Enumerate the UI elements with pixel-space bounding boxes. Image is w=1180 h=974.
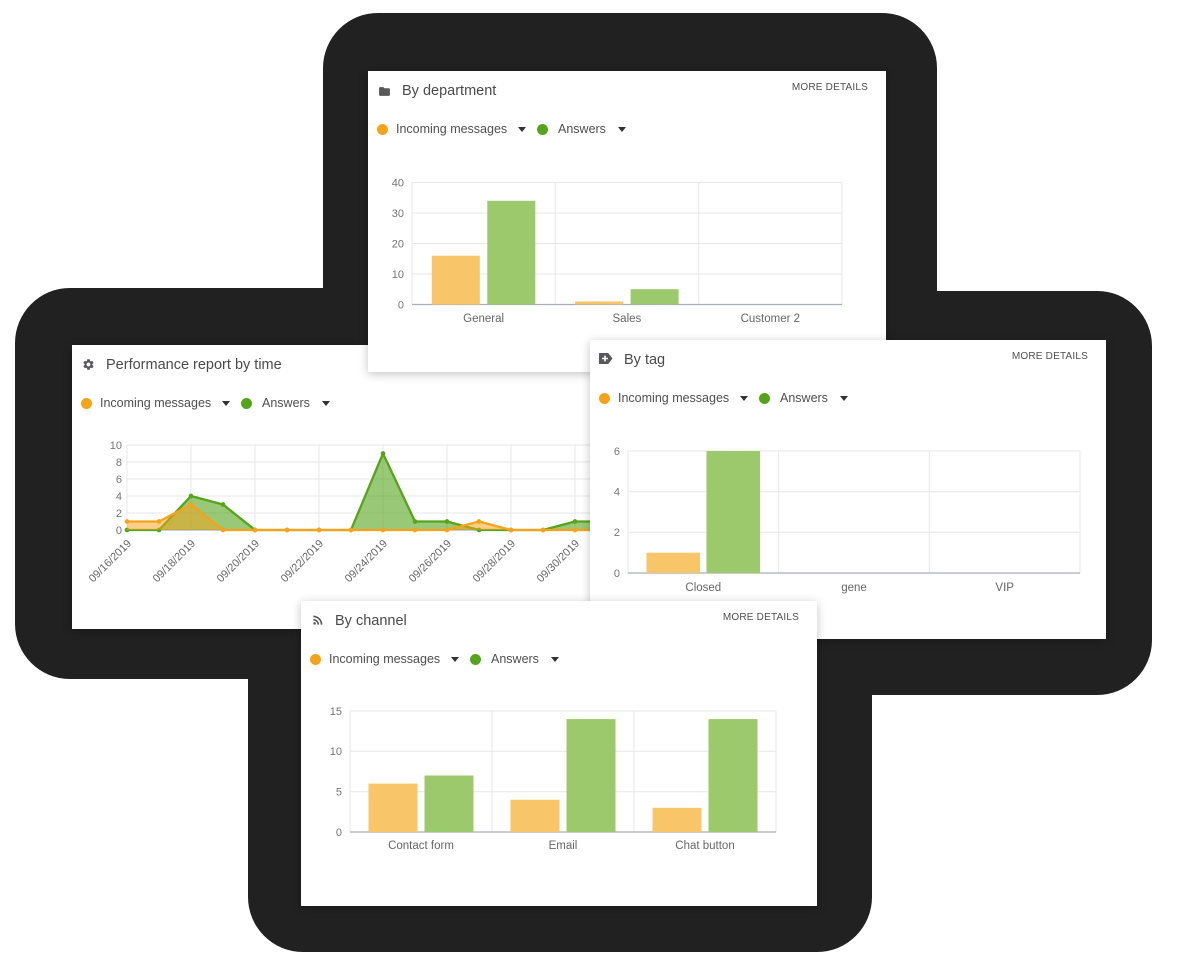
svg-text:4: 4 <box>614 487 620 499</box>
svg-text:Closed: Closed <box>685 582 721 594</box>
svg-text:0: 0 <box>336 827 342 839</box>
svg-text:gene: gene <box>841 582 867 594</box>
svg-text:2: 2 <box>614 527 620 539</box>
svg-text:09/30/2019: 09/30/2019 <box>535 538 582 585</box>
svg-text:0: 0 <box>116 525 122 537</box>
svg-text:09/16/2019: 09/16/2019 <box>87 538 134 585</box>
svg-text:40: 40 <box>392 177 404 189</box>
svg-text:09/22/2019: 09/22/2019 <box>279 538 326 585</box>
svg-text:6: 6 <box>116 474 122 486</box>
svg-text:Contact form: Contact form <box>388 840 454 852</box>
svg-text:10: 10 <box>330 746 342 758</box>
svg-text:8: 8 <box>116 457 122 469</box>
svg-text:5: 5 <box>336 787 342 799</box>
svg-text:0: 0 <box>614 568 620 580</box>
svg-text:2: 2 <box>116 508 122 520</box>
svg-text:Email: Email <box>549 840 578 852</box>
svg-text:0: 0 <box>398 299 404 311</box>
svg-text:09/28/2019: 09/28/2019 <box>471 538 518 585</box>
svg-text:09/26/2019: 09/26/2019 <box>407 538 454 585</box>
svg-text:09/24/2019: 09/24/2019 <box>343 538 390 585</box>
svg-text:30: 30 <box>392 208 404 220</box>
svg-text:6: 6 <box>614 446 620 458</box>
svg-text:10: 10 <box>110 440 122 452</box>
svg-text:Customer 2: Customer 2 <box>741 313 800 325</box>
svg-text:20: 20 <box>392 238 404 250</box>
svg-text:15: 15 <box>330 706 342 718</box>
svg-text:VIP: VIP <box>995 582 1014 594</box>
svg-text:4: 4 <box>116 491 122 503</box>
svg-text:09/20/2019: 09/20/2019 <box>215 538 262 585</box>
svg-text:General: General <box>463 313 504 325</box>
svg-text:09/18/2019: 09/18/2019 <box>151 538 198 585</box>
svg-text:Chat button: Chat button <box>675 840 734 852</box>
svg-text:10: 10 <box>392 269 404 281</box>
svg-text:Sales: Sales <box>613 313 642 325</box>
